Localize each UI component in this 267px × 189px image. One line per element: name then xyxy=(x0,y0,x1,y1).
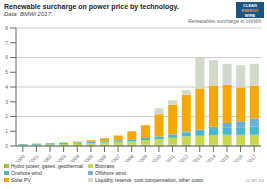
svg-text:2000: 2000 xyxy=(14,153,26,162)
svg-text:2002: 2002 xyxy=(41,153,53,162)
svg-text:5: 5 xyxy=(8,69,9,75)
html-text:CC BY 4.0: CC BY 4.0 xyxy=(245,178,264,183)
html-text:Liquidity reserve, cost compen: Liquidity reserve, cost compensation, ot… xyxy=(95,177,204,183)
svg-text:2009: 2009 xyxy=(136,153,148,162)
svg-text:2006: 2006 xyxy=(96,153,108,162)
svg-text:2011: 2011 xyxy=(164,153,176,162)
svg-text:2005: 2005 xyxy=(82,153,94,162)
svg-text:6: 6 xyxy=(8,54,9,60)
html-text:ENERGY: ENERGY xyxy=(241,7,259,13)
svg-text:2013: 2013 xyxy=(191,153,203,162)
svg-text:7: 7 xyxy=(8,40,9,46)
svg-text:8: 8 xyxy=(8,25,9,31)
html-text:Biomass: Biomass xyxy=(95,163,115,169)
svg-text:2017: 2017 xyxy=(245,153,257,162)
html-text:Data: BMWi 2017.: Data: BMWi 2017. xyxy=(4,11,53,17)
svg-text:2003: 2003 xyxy=(55,153,67,162)
svg-text:2015: 2015 xyxy=(218,153,230,162)
html-text:Renewable surcharge on power p: Renewable surcharge on power price by te… xyxy=(4,3,179,10)
svg-text:2016: 2016 xyxy=(232,153,244,162)
svg-text:1: 1 xyxy=(8,128,9,134)
svg-text:4: 4 xyxy=(8,84,9,90)
html-text:Solar PV: Solar PV xyxy=(11,177,31,183)
svg-text:2004: 2004 xyxy=(68,153,80,162)
svg-text:2014: 2014 xyxy=(204,153,216,162)
html-text:Hydro power, gases, geothermal: Hydro power, gases, geothermal xyxy=(11,163,83,169)
svg-text:0: 0 xyxy=(8,143,9,149)
svg-text:2008: 2008 xyxy=(123,153,135,162)
svg-text:2: 2 xyxy=(8,113,9,119)
html-text:CLEAN: CLEAN xyxy=(243,2,257,8)
svg-text:2012: 2012 xyxy=(177,153,189,162)
html-text:Offshore wind: Offshore wind xyxy=(95,170,126,176)
html-text:WIRE: WIRE xyxy=(244,12,256,18)
svg-text:2001: 2001 xyxy=(28,153,40,162)
html-text:Renewables surcharge in ct/kWh: Renewables surcharge in ct/kWh xyxy=(187,18,261,24)
svg-text:2007: 2007 xyxy=(109,153,121,162)
svg-text:2010: 2010 xyxy=(150,153,162,162)
html-text:Onshore wind: Onshore wind xyxy=(11,170,42,176)
svg-text:3: 3 xyxy=(8,99,9,105)
